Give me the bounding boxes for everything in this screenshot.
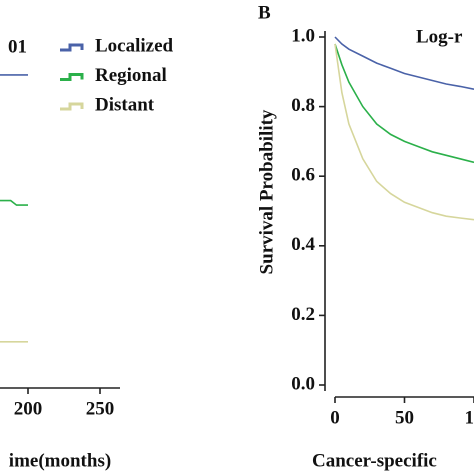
- legend-label: Localized: [95, 35, 174, 56]
- survival-curve: [334, 36, 474, 90]
- x-tick-label: 0: [330, 407, 340, 428]
- y-tick-label: 0.8: [291, 95, 315, 116]
- y-tick-label: 0.0: [291, 373, 315, 394]
- y-tick-label: 0.2: [291, 304, 315, 325]
- survival-curve: [0, 199, 28, 206]
- x-tick-label: 50: [395, 407, 414, 428]
- x-axis-label: ime(months): [9, 450, 111, 471]
- y-tick-label: 0.4: [291, 234, 315, 255]
- legend-label: Distant: [95, 94, 155, 115]
- y-axis-label: Survival Probability: [256, 109, 277, 274]
- legend-label: Regional: [95, 65, 167, 86]
- x-tick-label: 250: [86, 398, 115, 419]
- legend-swatch: [60, 73, 84, 81]
- x-tick-label: 10: [465, 407, 474, 428]
- x-tick-label: 200: [14, 398, 43, 419]
- survival-curve: [334, 43, 474, 221]
- legend-swatch: [60, 43, 84, 52]
- annotation: 01: [8, 36, 27, 57]
- legend-swatch: [60, 102, 84, 111]
- survival-curve: [334, 43, 474, 164]
- y-tick-label: 1.0: [291, 25, 315, 46]
- panel-label: B: [258, 2, 271, 23]
- x-axis-label: Cancer-specific: [312, 450, 437, 471]
- y-tick-label: 0.6: [291, 165, 315, 186]
- annotation: Log-r: [416, 26, 463, 47]
